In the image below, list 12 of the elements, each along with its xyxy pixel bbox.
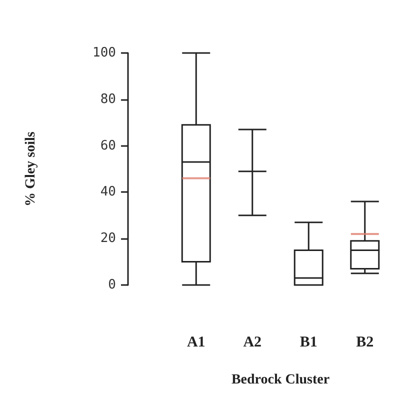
y-tick-label: 60 [100,138,116,154]
y-tick-label: 40 [100,184,116,200]
x-tick-label: A2 [243,334,262,350]
y-axis-title: % Gley soils [24,131,38,206]
x-tick-label: A1 [186,334,206,350]
y-tick-label: 100 [92,46,116,60]
y-tick-label: 80 [100,92,116,107]
x-tick-label: B2 [356,334,374,350]
y-tick-label: 20 [100,231,116,246]
x-axis-title: Bedrock Cluster [231,372,330,388]
x-tick-label: B1 [300,334,318,350]
y-tick-label: 0 [108,278,116,292]
